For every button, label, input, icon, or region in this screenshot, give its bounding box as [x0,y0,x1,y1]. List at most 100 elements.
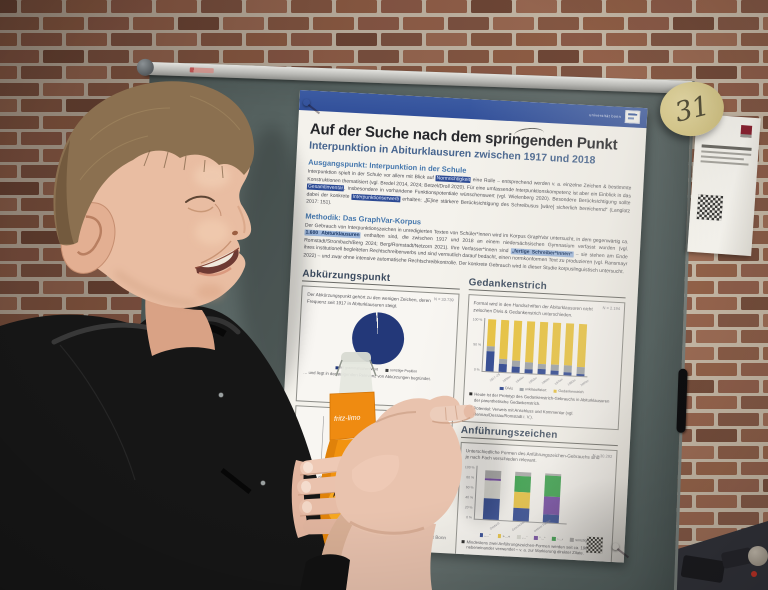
abkuerzungspunkt-panel: N = 33.739 Der Abkürzungspunkt gehört zu… [295,285,460,410]
brick [43,280,84,294]
brick [0,495,17,508]
stacked-bar [537,321,549,375]
university-logo [624,110,641,124]
brick [448,16,489,30]
bar-segment [551,322,562,365]
stacked-bar [576,323,588,377]
brick [0,561,17,574]
brick [88,280,129,294]
brick [696,0,737,13]
push-pin-red[interactable] [612,543,619,550]
stacked-bar [550,322,562,376]
brick [583,49,624,63]
gedankenstrich-bullets: Heute ist der Prototyp des Gedankenstric… [468,392,615,425]
frequenz-panel: N = 4.000 1917 2018 Die Dichte des Abkür… [290,405,453,508]
brick [66,396,107,409]
brick [88,181,129,195]
push-pin-red[interactable] [303,99,310,106]
brick [0,462,17,475]
brick [763,181,768,195]
bar-segment [482,497,501,520]
brick [628,16,669,30]
brick [426,33,467,46]
brick [696,66,737,79]
brick [763,511,768,525]
brick [0,511,39,525]
bar-segment [576,324,588,368]
x-tick-label: Deutsch [488,520,500,531]
brick [0,445,39,459]
brick [741,264,768,277]
stacked-bar [524,321,536,374]
brick [763,445,768,459]
brick [21,0,62,13]
brick [66,297,107,310]
brick [178,49,219,63]
brick [471,33,512,46]
brick [0,132,17,145]
bar-segment [513,491,531,509]
stacked-bars [481,318,591,378]
bar-segment [537,368,546,375]
brick [66,363,107,376]
n-label: N = 33.739 [433,296,454,303]
brick [696,297,737,310]
y-tick-label: 40 % [465,495,474,500]
stacked-bar [511,320,523,374]
brick [43,115,84,129]
brick [88,412,129,426]
brick [0,165,17,178]
rail-end-cap [136,58,155,77]
university-logo-text: universität bonn [589,113,622,119]
brick [718,478,759,492]
notice-qr-code [696,194,724,221]
brick [313,49,354,63]
brick [21,561,62,574]
brick [741,429,768,442]
brick [21,132,62,145]
y-axis [320,416,324,466]
brick [718,412,759,426]
brick [696,330,737,343]
brick [0,264,17,277]
abkuerzungspunkt-text: Der Abkürzungspunkt gehört zu den wenige… [306,291,431,309]
brick [0,231,17,244]
highlighted-term: Normrichtigkeit [435,175,472,184]
x-tick-label: Geschichte [510,519,526,532]
brick [718,82,759,96]
stacked-bar [485,318,497,372]
brick [66,33,107,46]
poster-body: Auf der Suche nach dem springenden Punkt… [276,110,646,563]
brick [111,33,152,46]
body-text-segment: (vgl. Bücking 2020). [403,484,443,492]
bar-segment [511,366,520,374]
brick [741,33,768,46]
pie-chart [350,311,406,367]
brick [21,495,62,508]
left-column: Abkürzungspunkt N = 33.739 Der Abkürzung… [287,265,460,562]
brick [763,49,768,63]
brick [718,16,759,30]
legend-item: ‚…‘ [517,535,527,539]
brick [0,66,17,79]
x-tick-label: 1970er [553,377,564,387]
brick [741,99,768,112]
brick [66,330,107,343]
brick [763,379,768,393]
x-tick-label: weitere Fächer [532,518,552,533]
notice-title-bar [701,144,752,151]
legend-item: »…« [497,534,510,538]
brick [88,148,129,162]
bar-segment [498,363,508,373]
qr-code [586,536,603,554]
stacked-bar [482,466,502,520]
brick [0,16,39,30]
brick [0,198,17,211]
brick [358,49,399,63]
brick [43,511,84,525]
brick [21,231,62,244]
bar-segment [543,496,561,516]
brick [43,247,84,261]
brick [291,33,332,46]
brick [336,0,377,13]
